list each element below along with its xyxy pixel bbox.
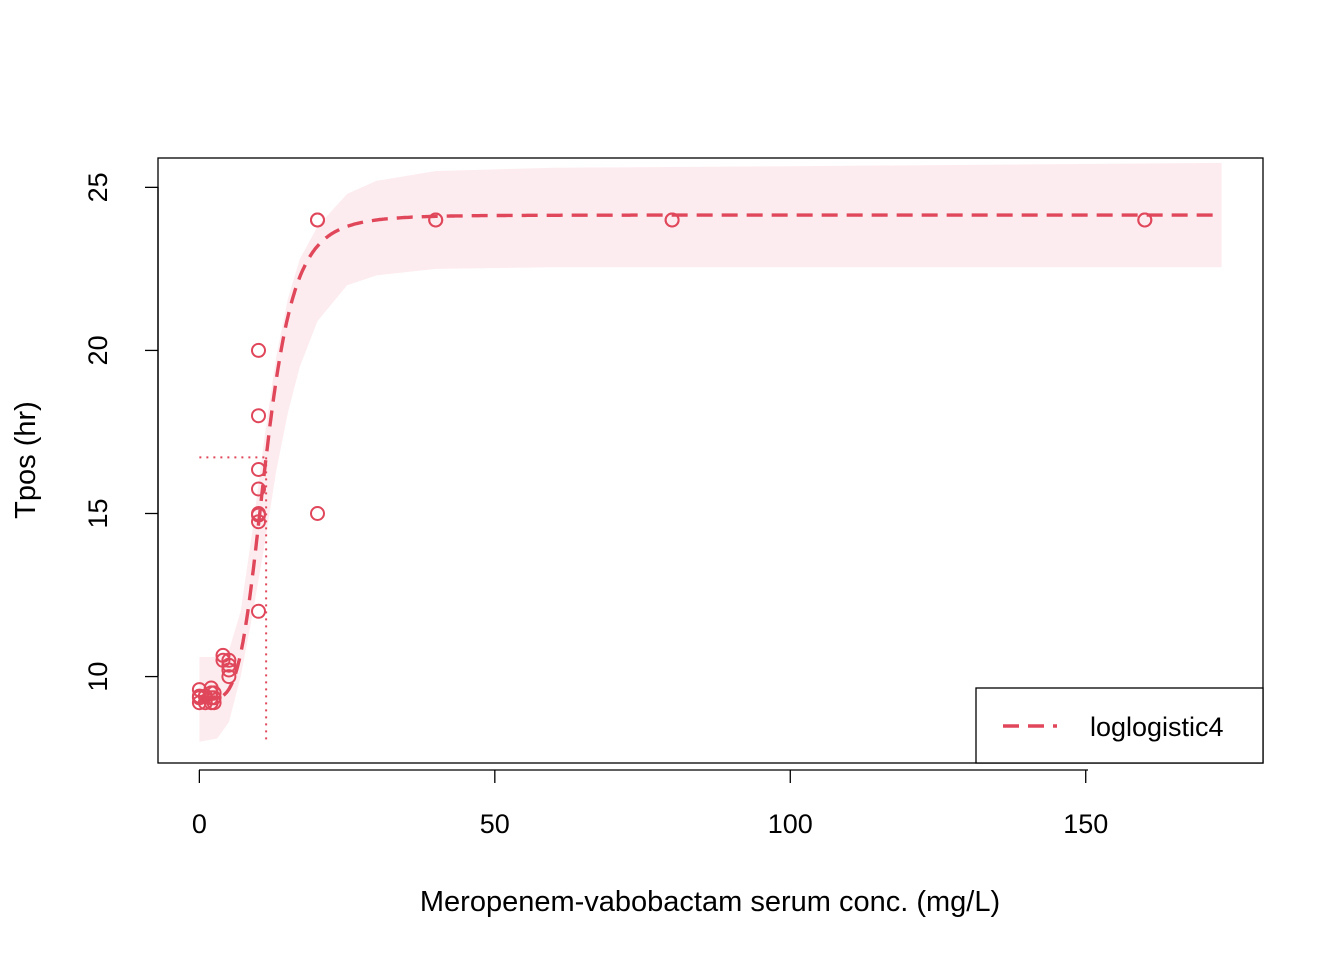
y-tick-label: 10 bbox=[83, 662, 113, 692]
x-tick-label: 100 bbox=[768, 809, 813, 839]
y-tick-label: 25 bbox=[83, 172, 113, 202]
data-point bbox=[310, 506, 325, 521]
data-points bbox=[191, 212, 1153, 711]
y-axis-title: Tpos (hr) bbox=[10, 401, 42, 519]
data-point bbox=[664, 212, 680, 228]
data-point bbox=[251, 481, 266, 497]
x-tick-label: 0 bbox=[192, 809, 207, 839]
data-point bbox=[251, 408, 266, 424]
data-point bbox=[310, 212, 325, 228]
confidence-band bbox=[199, 162, 1222, 742]
data-point bbox=[1137, 212, 1153, 228]
data-point bbox=[251, 462, 266, 477]
data-point bbox=[221, 657, 237, 673]
data-point bbox=[206, 695, 222, 711]
y-tick-label: 15 bbox=[83, 498, 113, 528]
data-point bbox=[251, 514, 266, 530]
x-tick-label: 150 bbox=[1063, 809, 1108, 839]
legend-box bbox=[975, 687, 1264, 764]
data-point bbox=[206, 690, 222, 706]
y-axis-ticks: 10 15 20 25 bbox=[83, 172, 158, 692]
data-point bbox=[251, 603, 266, 619]
data-point bbox=[221, 652, 237, 668]
confidence-band-area bbox=[199, 162, 1222, 742]
x-tick-label: 50 bbox=[480, 809, 510, 839]
data-point bbox=[251, 506, 266, 521]
data-point bbox=[251, 342, 266, 358]
x-axis-ticks: 0 50 100 150 bbox=[192, 770, 1108, 839]
fit-curve-line bbox=[199, 213, 1222, 702]
x-axis-title: Meropenem-vabobactam serum conc. (mg/L) bbox=[420, 886, 1000, 918]
plot-frame bbox=[157, 157, 1264, 764]
data-point bbox=[221, 669, 237, 685]
legend: loglogistic4 bbox=[975, 687, 1264, 764]
data-point bbox=[428, 212, 444, 228]
data-point bbox=[221, 662, 237, 678]
fitted-curve bbox=[199, 213, 1222, 702]
data-point bbox=[206, 685, 222, 701]
y-tick-label: 20 bbox=[83, 335, 113, 365]
legend-label-loglogistic4: loglogistic4 bbox=[1090, 712, 1224, 742]
